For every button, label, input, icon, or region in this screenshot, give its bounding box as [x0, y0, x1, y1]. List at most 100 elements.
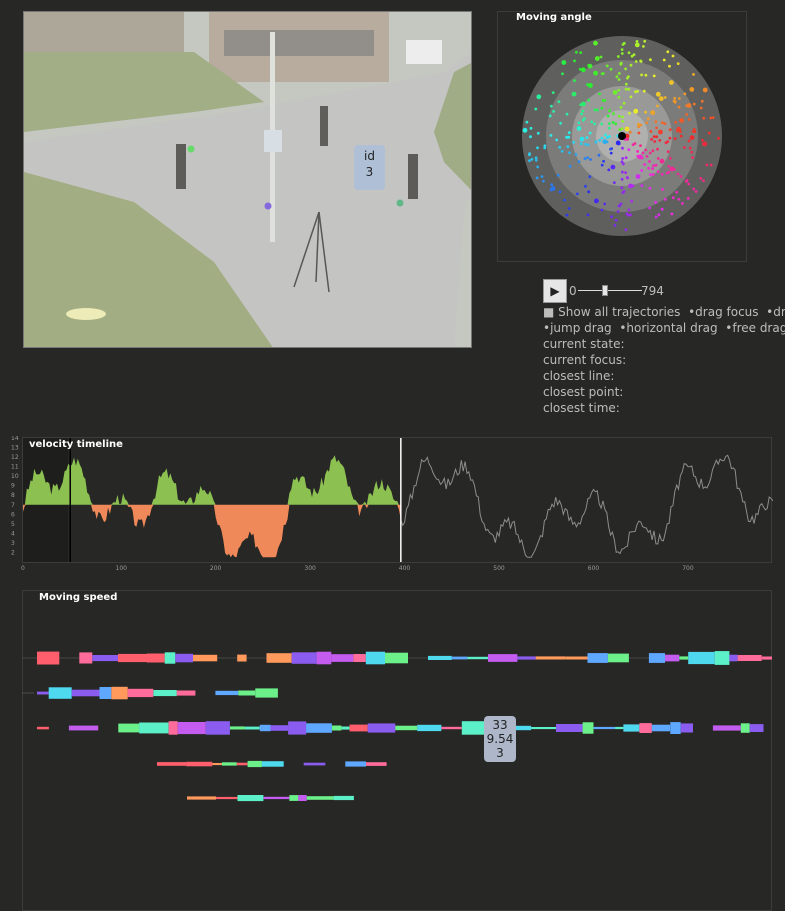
angle-point [637, 122, 640, 126]
timeline-y-tick: 2 [11, 550, 15, 557]
angle-point [630, 199, 633, 203]
angle-point [572, 140, 575, 144]
moving-speed-panel[interactable]: Moving speed [22, 590, 772, 911]
angle-point [709, 116, 713, 120]
angle-point [607, 126, 611, 130]
angle-point [637, 131, 641, 135]
angle-point [530, 157, 534, 161]
angle-point [658, 96, 664, 101]
closest-point-label: closest point: [543, 385, 624, 399]
speed-segment [238, 690, 256, 696]
velocity-timeline-chart[interactable]: 14 13 12 11 10 9 8 7 6 5 4 3 2 0 100 200 300 400 500 600 70… [11, 436, 773, 576]
speed-segment [729, 654, 738, 662]
angle-point [534, 156, 538, 160]
moving-speed-chart[interactable] [22, 590, 772, 911]
angle-point [619, 106, 623, 109]
angle-point [642, 45, 645, 48]
angle-point [687, 182, 691, 186]
timeline-y-tick: 6 [11, 511, 15, 518]
angle-point [642, 89, 646, 93]
angle-point [699, 177, 703, 180]
frame-slider-handle[interactable] [602, 285, 608, 296]
angle-point [640, 73, 643, 77]
moving-angle-panel: Moving angle [497, 11, 747, 262]
timeline-x-tick: 100 [116, 565, 128, 572]
angle-point [596, 108, 599, 112]
velocity-timeline-panel[interactable]: 14 13 12 11 10 9 8 7 6 5 4 3 2 0 100 200 300 400 500 600 70… [11, 436, 773, 572]
angle-point [565, 112, 569, 116]
angle-point [668, 64, 671, 68]
angle-point [568, 165, 572, 168]
horizontal-drag-radio[interactable]: •horizontal drag [615, 321, 718, 335]
slider-min-label: 0 [569, 284, 577, 298]
angle-point [548, 114, 552, 118]
frame-slider-track[interactable] [578, 290, 642, 291]
angle-point [661, 188, 664, 191]
show-all-trajectories-checkbox[interactable]: ■ Show all trajectories [543, 305, 681, 319]
angle-point [610, 164, 616, 170]
angle-point [558, 190, 562, 194]
angle-point [643, 163, 646, 166]
angle-point [581, 101, 586, 107]
angle-point [580, 112, 583, 116]
play-button[interactable]: ▶ [543, 279, 567, 303]
angle-point [686, 103, 692, 108]
angle-point [637, 125, 641, 129]
angle-point [593, 108, 597, 112]
video-frame[interactable] [23, 11, 472, 348]
speed-segment [247, 760, 262, 768]
jump-drag-radio[interactable]: •jump drag [543, 321, 612, 335]
speed-segment [556, 724, 583, 732]
speed-segment [153, 690, 177, 697]
angle-point [618, 128, 622, 132]
angle-point [561, 60, 567, 65]
angle-point [565, 213, 569, 217]
angle-point [630, 54, 634, 58]
angle-point [622, 101, 626, 105]
angle-point [621, 170, 624, 174]
speed-segment [255, 688, 278, 698]
drag-focus-radio[interactable]: •drag focus [684, 305, 759, 319]
angle-point [628, 111, 631, 115]
angle-point [613, 223, 617, 227]
angle-point [652, 164, 655, 168]
timeline-x-tick: 200 [210, 565, 222, 572]
angle-point [587, 64, 591, 67]
speed-segment [175, 653, 193, 663]
horizontal-drag-label: horizontal drag [626, 321, 718, 335]
speed-segment [164, 652, 176, 664]
timeline-x-tick: 300 [304, 565, 316, 572]
angle-point [656, 157, 660, 160]
angle-point [639, 123, 643, 127]
angle-point [586, 83, 589, 87]
speed-segment [761, 656, 772, 660]
angle-point [588, 131, 592, 135]
drag-radio[interactable]: •drag [762, 305, 785, 319]
angle-point [674, 121, 678, 124]
angle-point [566, 145, 570, 149]
speed-segment [48, 687, 72, 699]
angle-point [616, 55, 620, 58]
angle-point [654, 200, 657, 204]
angle-point [673, 100, 677, 103]
angle-point [625, 212, 629, 216]
speed-segment [385, 652, 408, 664]
angle-point [549, 104, 553, 108]
angle-point [640, 184, 644, 187]
angle-polar-plot[interactable] [498, 12, 748, 263]
angle-point [597, 153, 601, 157]
angle-point [529, 135, 532, 139]
angle-point [620, 177, 624, 181]
speed-segment [615, 726, 624, 730]
speed-segment [670, 722, 681, 734]
angle-point [649, 130, 653, 133]
angle-point [656, 170, 660, 174]
angle-point [649, 58, 652, 62]
speed-segment [187, 796, 217, 800]
angle-point [621, 157, 625, 160]
angle-point [693, 130, 697, 133]
free-drag-radio[interactable]: •free drag [721, 321, 785, 335]
speed-segment [237, 795, 264, 802]
timeline-y-tick: 3 [11, 540, 15, 547]
speed-segment [428, 655, 452, 660]
